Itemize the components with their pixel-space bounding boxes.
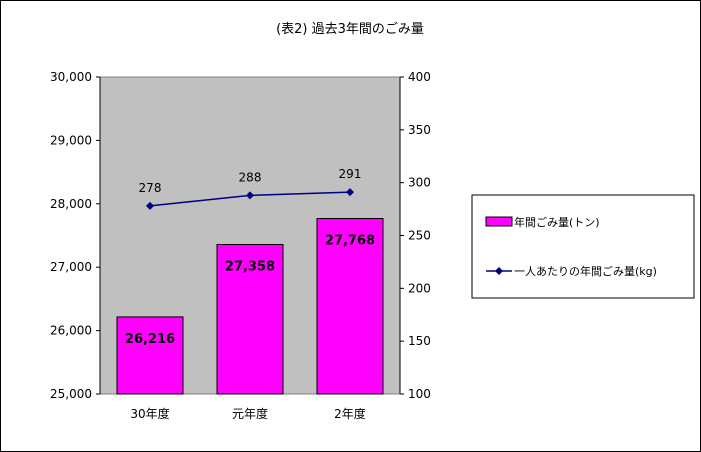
category-label: 2年度 [334, 406, 366, 421]
left-tick-label: 28,000 [50, 197, 92, 211]
legend-line-marker [495, 267, 503, 275]
bar-data-label: 26,216 [125, 332, 175, 347]
legend-box [471, 194, 695, 299]
category-axis: 30年度 元年度 2年度 [130, 406, 365, 421]
left-axis: 25,000 26,000 27,000 28,000 29,000 30,000 [50, 70, 101, 401]
left-tick-label: 25,000 [50, 387, 92, 401]
category-label: 元年度 [232, 406, 268, 421]
bar-data-label: 27,768 [325, 234, 375, 249]
bar-series: 26,216 27,358 27,768 [116, 218, 384, 395]
left-tick-label: 26,000 [50, 324, 92, 338]
bar [216, 244, 284, 395]
legend-bar-swatch [485, 216, 513, 227]
bar-data-label: 27,358 [225, 260, 275, 275]
line-point [146, 201, 154, 210]
right-tick-label: 200 [408, 281, 431, 295]
bar [316, 218, 384, 395]
line-point [246, 191, 254, 200]
line-series: 278 288 291 [139, 167, 362, 210]
legend-line-label: 一人あたりの年間ごみ量(kg) [514, 264, 657, 278]
right-tick-label: 300 [408, 176, 431, 190]
left-tick-label: 30,000 [50, 70, 92, 84]
right-tick-label: 250 [408, 229, 431, 243]
left-tick-label: 29,000 [50, 133, 92, 147]
line-data-label: 291 [339, 167, 362, 181]
line-point [346, 188, 354, 197]
category-label: 30年度 [130, 406, 169, 421]
right-tick-label: 350 [408, 123, 431, 137]
line-data-label: 288 [239, 170, 262, 184]
line-data-label: 278 [139, 181, 162, 195]
right-tick-label: 400 [408, 70, 431, 84]
legend-bar-label: 年間ごみ量(トン) [514, 215, 600, 229]
chart-title: (表2) 過去3年間のごみ量 [276, 21, 424, 37]
right-axis: 100 150 200 250 300 350 400 [399, 70, 431, 401]
bar [116, 316, 184, 395]
legend: 年間ごみ量(トン) 一人あたりの年間ごみ量(kg) [471, 194, 695, 299]
right-tick-label: 150 [408, 334, 431, 348]
right-tick-label: 100 [408, 387, 431, 401]
left-tick-label: 27,000 [50, 260, 92, 274]
